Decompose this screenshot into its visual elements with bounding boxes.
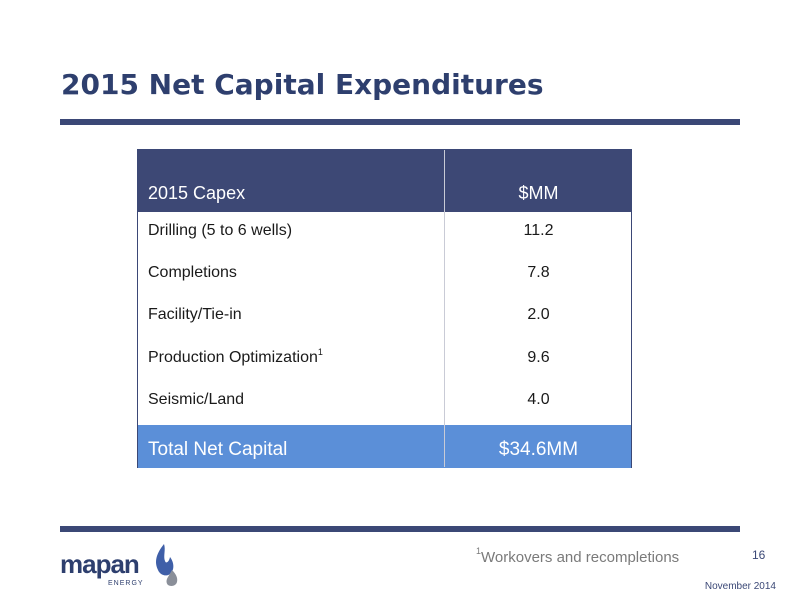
row-label: Facility/Tie-in <box>148 306 242 323</box>
table-row: Production Optimization1 9.6 <box>138 341 631 383</box>
total-value: $34.6MM <box>498 439 579 460</box>
footnote-text: Workovers and recompletions <box>481 549 680 566</box>
row-label: Production Optimization <box>148 349 318 366</box>
row-label-wrap: Production Optimization1 <box>148 347 323 367</box>
footnote-marker: 1 <box>317 347 323 357</box>
table-row: Completions 7.8 <box>138 256 631 298</box>
row-value: 9.6 <box>527 349 550 366</box>
row-label: Seismic/Land <box>148 391 245 408</box>
table-row: Seismic/Land 4.0 <box>138 383 631 425</box>
page-number: 16 <box>752 548 766 562</box>
table-header: 2015 Capex $MM <box>138 150 631 212</box>
table-total-row: Total Net Capital $34.6MM <box>138 425 631 468</box>
title-divider <box>60 119 740 125</box>
row-value: 2.0 <box>527 306 550 323</box>
table-row: Drilling (5 to 6 wells) 11.2 <box>138 214 631 256</box>
mapan-energy-logo: mapan ENERGY <box>60 544 178 587</box>
header-unit: $MM <box>518 183 559 203</box>
row-label: Completions <box>148 264 237 281</box>
row-label: Drilling (5 to 6 wells) <box>148 222 293 239</box>
row-value: 4.0 <box>527 391 550 408</box>
column-divider <box>444 150 445 467</box>
row-value: 7.8 <box>527 264 550 281</box>
capex-table: 2015 Capex $MM Drilling (5 to 6 wells) 1… <box>137 149 632 468</box>
svg-text:mapan: mapan <box>60 549 139 579</box>
svg-text:ENERGY: ENERGY <box>108 580 144 587</box>
footer-divider <box>60 526 740 532</box>
footnote-marker: 1 <box>476 546 482 556</box>
total-label: Total Net Capital <box>148 439 288 460</box>
footnote: 1Workovers and recompletions <box>476 546 680 566</box>
row-value: 11.2 <box>523 222 554 239</box>
table-row: Facility/Tie-in 2.0 <box>138 298 631 340</box>
footer-date: November 2014 <box>704 581 776 592</box>
header-label: 2015 Capex <box>148 183 246 203</box>
page-title: 2015 Net Capital Expenditures <box>61 68 544 101</box>
